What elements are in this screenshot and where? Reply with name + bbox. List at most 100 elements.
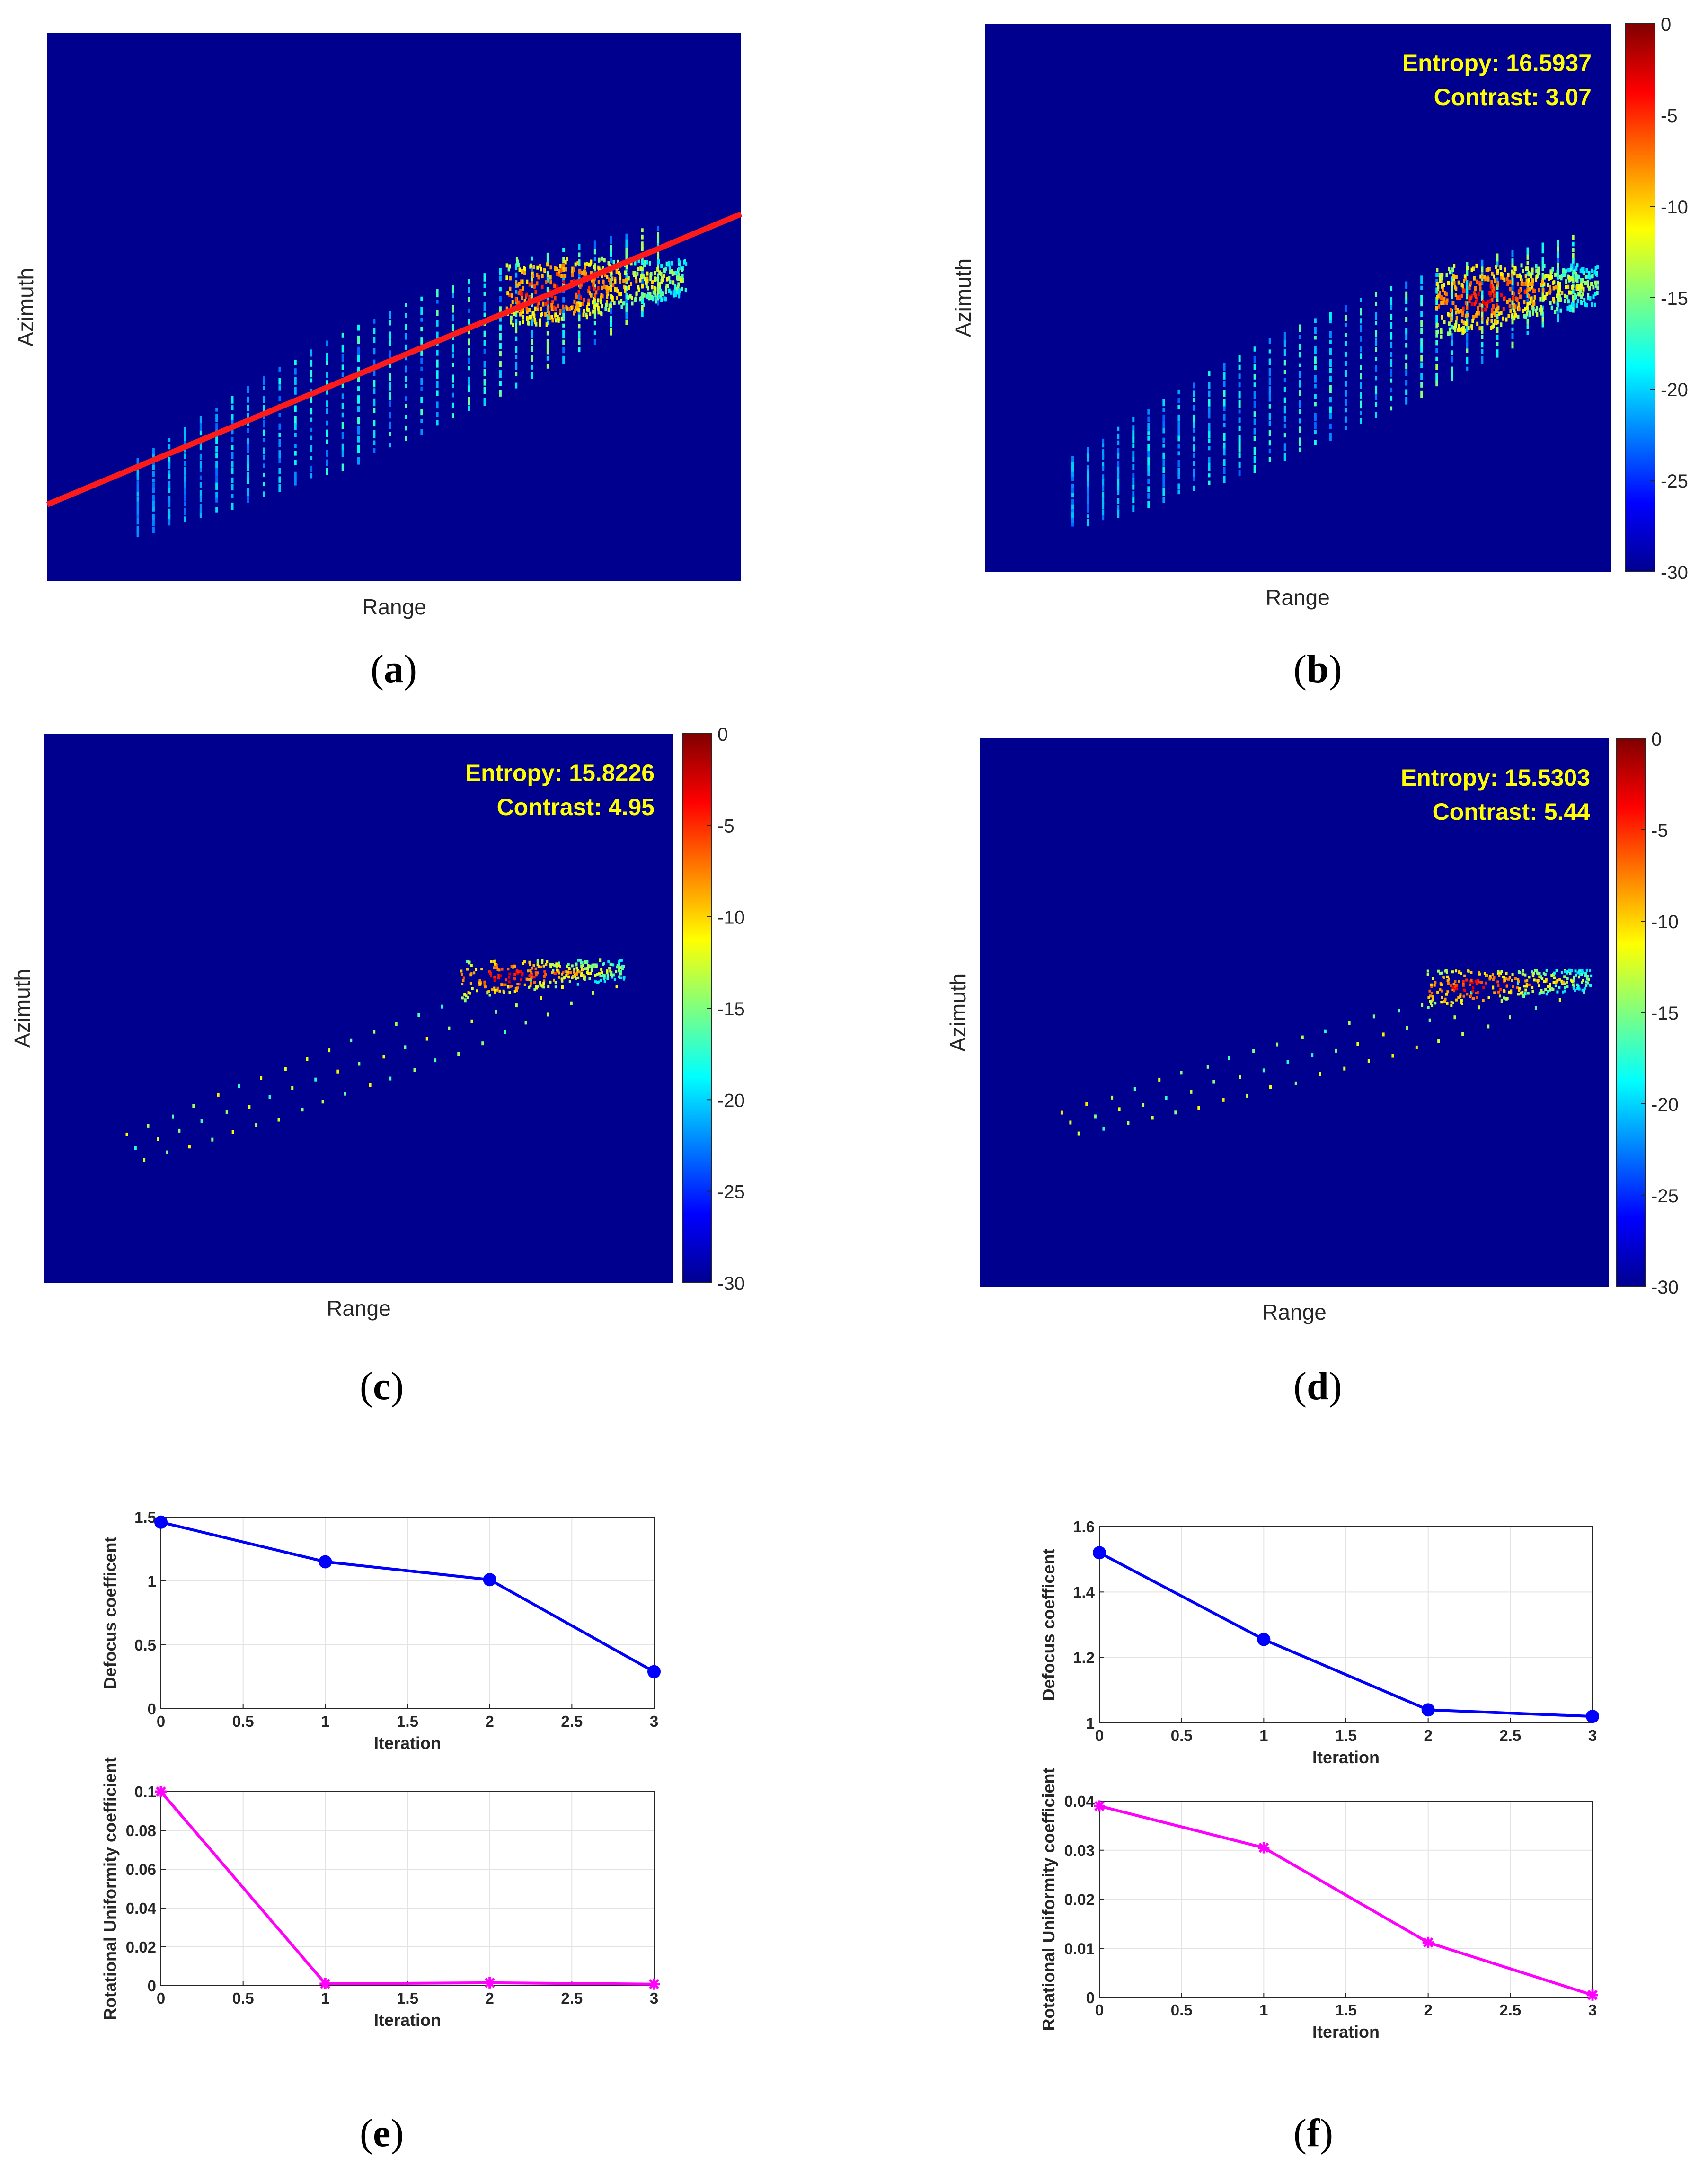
scatter-point	[1180, 1071, 1183, 1075]
scatter-point	[1567, 299, 1570, 304]
scatter-point	[1536, 971, 1539, 975]
scatter-point	[1438, 291, 1441, 295]
scatter-point	[1193, 404, 1195, 411]
scatter-point	[1390, 286, 1393, 291]
scatter-point	[1526, 331, 1529, 335]
scatter-point	[1344, 408, 1347, 413]
scatter-point	[640, 274, 643, 279]
scatter-point	[1531, 278, 1534, 283]
scatter-point	[1420, 302, 1423, 307]
scatter-point	[1223, 475, 1226, 483]
scatter-point	[509, 286, 512, 291]
scatter-point	[527, 321, 530, 326]
scatter-point	[620, 959, 623, 962]
subfigure-label-f: (f)	[1293, 2111, 1333, 2155]
scatter-point	[1453, 1015, 1456, 1020]
scatter-point	[678, 261, 681, 266]
scatter-point	[1569, 972, 1572, 975]
scatter-content	[125, 958, 626, 1162]
scatter-point	[508, 293, 511, 297]
scatter-point	[294, 387, 297, 395]
scatter-point	[662, 278, 664, 283]
scatter-point	[1478, 971, 1480, 974]
scatter-point	[536, 959, 539, 962]
scatter-point	[263, 386, 265, 390]
scatter-point	[1437, 293, 1440, 298]
scatter-point	[1483, 275, 1486, 279]
scatter-point	[1481, 295, 1484, 301]
scatter-point	[1087, 447, 1089, 455]
data-point	[484, 1977, 496, 1989]
scatter-point	[1283, 340, 1286, 347]
scatter-point	[492, 960, 495, 963]
scatter-point	[631, 301, 634, 306]
series-line	[1098, 1551, 1593, 1718]
scatter-point	[526, 279, 529, 284]
y-tick-label: 0.02	[1064, 1891, 1095, 1909]
scatter-point	[660, 264, 663, 268]
scatter-point	[1208, 390, 1211, 397]
scatter-point	[1177, 405, 1180, 409]
scatter-point	[580, 971, 583, 975]
scatter-point	[593, 299, 596, 307]
scatter-point	[1314, 413, 1317, 421]
scatter-point	[1526, 247, 1529, 256]
scatter-point	[1500, 322, 1503, 327]
scatter-point	[1525, 266, 1528, 271]
colorbar-tick-label: -5	[1661, 106, 1678, 126]
scatter-point	[649, 295, 652, 300]
scatter-point	[404, 426, 407, 431]
scatter-point	[586, 967, 589, 970]
scatter-point	[543, 975, 546, 978]
scatter-point	[1557, 251, 1559, 258]
scatter-point	[1555, 285, 1558, 290]
y-tick-label: 0.01	[1064, 1940, 1095, 1957]
scatter-point	[1580, 294, 1583, 299]
scatter-point	[536, 306, 539, 311]
series-line	[160, 1520, 655, 1673]
colorbar	[1625, 23, 1655, 572]
scatter-point	[1586, 283, 1589, 288]
scatter-point	[1479, 287, 1482, 292]
scatter-point	[1268, 349, 1271, 354]
scatter-content	[136, 226, 688, 538]
scatter-point	[1162, 428, 1165, 434]
scatter-point	[294, 444, 297, 448]
scatter-point	[1585, 268, 1588, 273]
scatter-point	[1537, 270, 1540, 275]
scatter-point	[1584, 274, 1587, 279]
scatter-point	[1466, 270, 1469, 276]
scatter-point	[1557, 303, 1559, 311]
scatter-point	[551, 300, 554, 305]
scatter-point	[656, 277, 659, 282]
scatter-point	[1595, 271, 1598, 275]
scatter-point	[1450, 1001, 1453, 1004]
scatter-point	[678, 272, 681, 277]
scatter-point	[577, 959, 580, 962]
scatter-point	[533, 988, 536, 991]
scatter-point	[1486, 300, 1489, 304]
scatter-point	[1576, 971, 1579, 975]
scatter-point	[436, 320, 439, 327]
scatter-point	[470, 1019, 473, 1023]
scatter-point	[535, 985, 538, 988]
scatter-point	[278, 468, 281, 474]
scatter-point	[1087, 457, 1089, 462]
scatter-point	[663, 296, 666, 301]
scatter-point	[1299, 352, 1301, 358]
scatter-point	[1476, 297, 1478, 302]
colorbar-tick-label: -15	[1651, 1003, 1679, 1024]
scatter-point	[420, 397, 423, 403]
scatter-point	[1405, 369, 1408, 376]
scatter-point	[511, 300, 514, 305]
scatter-point	[1375, 321, 1378, 325]
y-axis-label: Azimuth	[951, 258, 975, 337]
scatter-point	[231, 468, 234, 474]
scatter-point	[1431, 992, 1434, 995]
scatter-point	[1420, 275, 1423, 284]
scatter-point	[1481, 290, 1484, 298]
scatter-point	[1531, 267, 1534, 272]
y-tick-label: 1.6	[1073, 1518, 1095, 1536]
scatter-point	[1094, 1114, 1097, 1119]
